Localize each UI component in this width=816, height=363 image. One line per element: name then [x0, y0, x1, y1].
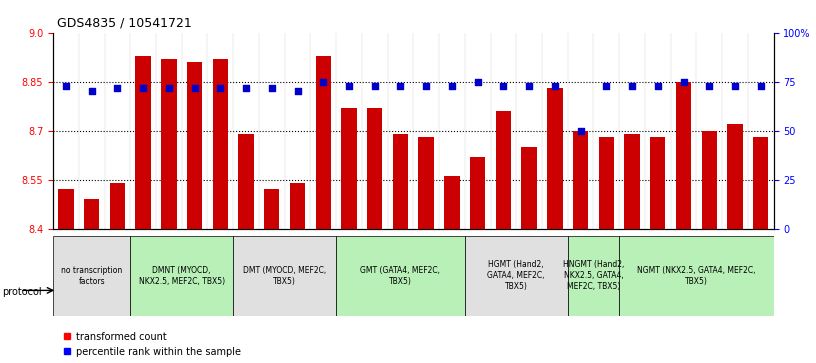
Point: [265, 85, 278, 90]
Bar: [599, 137, 614, 229]
Bar: [187, 62, 202, 229]
Point: [522, 83, 535, 89]
Text: GDS4835 / 10541721: GDS4835 / 10541721: [57, 16, 192, 29]
Point: [446, 83, 459, 89]
Bar: [521, 147, 537, 229]
Text: HGMT (Hand2,
GATA4, MEF2C,
TBX5): HGMT (Hand2, GATA4, MEF2C, TBX5): [487, 260, 545, 291]
Point: [651, 83, 664, 89]
Bar: [367, 108, 383, 229]
Text: DMT (MYOCD, MEF2C,
TBX5): DMT (MYOCD, MEF2C, TBX5): [243, 266, 326, 286]
Text: no transcription
factors: no transcription factors: [61, 266, 122, 286]
Point: [677, 79, 690, 85]
Bar: [238, 134, 254, 229]
Bar: [213, 59, 228, 229]
Point: [471, 79, 484, 85]
Bar: [495, 111, 511, 229]
Point: [703, 83, 716, 89]
Point: [754, 83, 767, 89]
Point: [85, 89, 98, 94]
Bar: [264, 189, 280, 229]
Bar: [341, 108, 357, 229]
Bar: [650, 137, 666, 229]
Text: HNGMT (Hand2,
NKX2.5, GATA4,
MEF2C, TBX5): HNGMT (Hand2, NKX2.5, GATA4, MEF2C, TBX5…: [563, 260, 624, 291]
Point: [136, 85, 149, 90]
Bar: [419, 137, 434, 229]
Point: [111, 85, 124, 90]
Text: NGMT (NKX2.5, GATA4, MEF2C,
TBX5): NGMT (NKX2.5, GATA4, MEF2C, TBX5): [637, 266, 756, 286]
Point: [343, 83, 356, 89]
Point: [729, 83, 742, 89]
Text: protocol: protocol: [2, 287, 42, 297]
Point: [600, 83, 613, 89]
Text: DMNT (MYOCD,
NKX2.5, MEF2C, TBX5): DMNT (MYOCD, NKX2.5, MEF2C, TBX5): [139, 266, 224, 286]
Bar: [316, 56, 331, 229]
Bar: [470, 157, 486, 229]
Bar: [84, 199, 100, 229]
Bar: [336, 236, 465, 316]
Bar: [109, 183, 125, 229]
Point: [548, 83, 561, 89]
Point: [497, 83, 510, 89]
Bar: [131, 236, 233, 316]
Point: [291, 89, 304, 94]
Point: [317, 79, 330, 85]
Point: [162, 85, 175, 90]
Text: GMT (GATA4, MEF2C,
TBX5): GMT (GATA4, MEF2C, TBX5): [361, 266, 441, 286]
Bar: [233, 236, 336, 316]
Point: [188, 85, 201, 90]
Bar: [753, 137, 769, 229]
Point: [368, 83, 381, 89]
Bar: [624, 134, 640, 229]
Point: [240, 85, 253, 90]
Bar: [444, 176, 459, 229]
Bar: [392, 134, 408, 229]
Bar: [547, 88, 562, 229]
Point: [419, 83, 432, 89]
Point: [394, 83, 407, 89]
Point: [214, 85, 227, 90]
Bar: [619, 236, 774, 316]
Bar: [727, 124, 743, 229]
Bar: [465, 236, 568, 316]
Point: [626, 83, 639, 89]
Bar: [161, 59, 176, 229]
Bar: [135, 56, 151, 229]
Point: [60, 83, 73, 89]
Bar: [568, 236, 619, 316]
Bar: [676, 82, 691, 229]
Bar: [290, 183, 305, 229]
Point: [574, 128, 587, 134]
Bar: [702, 131, 717, 229]
Legend: transformed count, percentile rank within the sample: transformed count, percentile rank withi…: [58, 328, 246, 360]
Bar: [58, 189, 73, 229]
Bar: [53, 236, 131, 316]
Bar: [573, 131, 588, 229]
